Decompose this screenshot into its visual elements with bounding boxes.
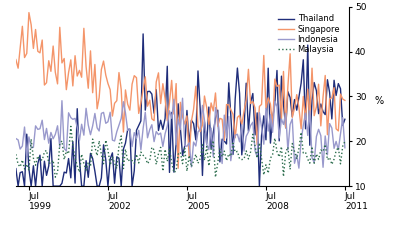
Line: Singapore: Singapore [16,13,345,168]
Line: Thailand: Thailand [16,34,345,186]
Y-axis label: %: % [375,96,384,106]
Line: Malaysia: Malaysia [16,126,345,177]
Legend: Thailand, Singapore, Indonesia, Malaysia: Thailand, Singapore, Indonesia, Malaysia [276,13,342,56]
Line: Indonesia: Indonesia [16,98,345,168]
